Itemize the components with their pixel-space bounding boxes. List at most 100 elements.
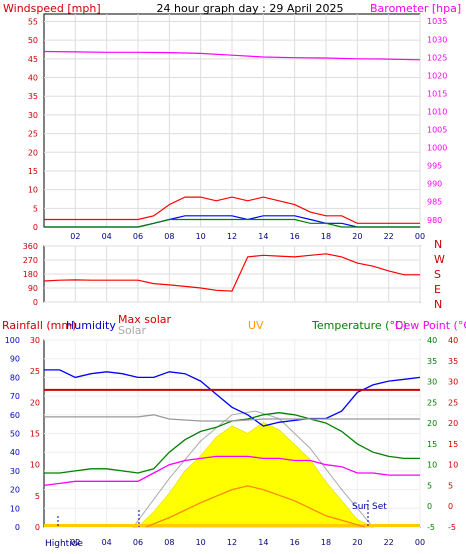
temp-x-tick: 14 [258, 538, 268, 547]
temperature-tick: 15 [427, 440, 437, 449]
temperature-axis-label: Temperature (°C) [311, 319, 407, 332]
temperature-tick-labels: -5 0 5 10 15 20 25 30 35 40 [427, 336, 437, 532]
compass-label: S [434, 268, 441, 281]
windspeed-tick: 5 [33, 204, 38, 213]
direction-tick: 0 [33, 298, 38, 307]
wind-x-tick: 02 [70, 232, 80, 241]
rainfall-tick: 30 [30, 336, 40, 345]
wind-x-tick: 16 [290, 232, 300, 241]
barometer-tick: 1000 [427, 144, 447, 153]
barometer-tick: 990 [427, 180, 442, 189]
series-humidity [44, 369, 421, 427]
dew-point-axis-label: Dew Point (°C) [395, 319, 466, 332]
humidity-tick: 100 [5, 336, 20, 345]
temperature-tick: 35 [427, 357, 437, 366]
humidity-tick: 40 [10, 448, 20, 457]
humidity-tick: 0 [15, 523, 20, 532]
uv-label: UV [248, 319, 264, 332]
temp-x-tick: 20 [352, 538, 362, 547]
humidity-tick-labels: 0 10 20 30 40 50 60 70 80 90 100 [5, 336, 20, 532]
windspeed-tick: 30 [28, 111, 38, 120]
compass-label: N [434, 298, 442, 311]
barometer-tick: 1010 [427, 107, 447, 116]
rainfall-tick: 5 [35, 492, 40, 501]
windspeed-axis-label: Windspeed [mph] [3, 2, 101, 15]
barometer-tick: 1015 [427, 89, 447, 98]
wind-baro-x-tick-labels: 02 04 06 08 10 12 14 16 18 20 22 00 [70, 232, 425, 241]
barometer-tick: 1020 [427, 71, 447, 80]
dew-point-tick: 0 [448, 502, 453, 511]
windspeed-tick: 45 [28, 55, 38, 64]
dew-point-tick-labels: -5 0 5 10 15 20 25 30 35 40 [448, 336, 458, 532]
solar-label: Solar [118, 324, 147, 337]
chart-title: 24 hour graph day : 29 April 2025 [157, 2, 344, 15]
wind-x-tick: 18 [321, 232, 331, 241]
series-gust [44, 196, 420, 224]
barometer-tick: 985 [427, 198, 442, 207]
dew-point-tick: 35 [448, 357, 458, 366]
barometer-tick: 1035 [427, 17, 447, 26]
temperature-tick: 5 [427, 481, 432, 490]
temp-x-tick: 02 [70, 538, 80, 547]
dew-point-tick: -5 [448, 523, 456, 532]
series-solar_line [44, 414, 420, 422]
series-wind [44, 218, 420, 228]
humidity-tick: 10 [10, 504, 20, 513]
solar-fill [137, 421, 374, 528]
temperature-tick: 25 [427, 398, 437, 407]
wind-x-tick: 08 [164, 232, 174, 241]
temp-x-tick: 10 [196, 538, 206, 547]
windspeed-tick: 10 [28, 186, 38, 195]
series-baro [43, 50, 421, 61]
windspeed-tick: 25 [28, 130, 38, 139]
rainfall-tick: 0 [35, 523, 40, 532]
temp-x-tick: 00 [415, 538, 425, 547]
temp-x-tick: 04 [102, 538, 112, 547]
dew-point-tick: 10 [448, 461, 458, 470]
humidity-tick: 50 [10, 430, 20, 439]
temp-hum-solar-panel: Rainfall (mm) Humidity Max solar Solar U… [2, 313, 466, 549]
dew-point-tick: 5 [448, 481, 453, 490]
windspeed-tick: 20 [28, 148, 38, 157]
dew-point-tick: 20 [448, 419, 458, 428]
temp-x-tick: 22 [384, 538, 394, 547]
wind-x-tick: 20 [352, 232, 362, 241]
temperature-tick: 30 [427, 378, 437, 387]
direction-tick: 270 [23, 256, 38, 265]
humidity-tick: 60 [10, 411, 20, 420]
rainfall-tick-labels: 0 5 10 15 20 25 30 [30, 336, 40, 532]
windspeed-tick: 0 [33, 223, 38, 232]
direction-tick: 180 [23, 270, 38, 279]
series-dew_point [43, 455, 420, 487]
temp-x-tick: 08 [164, 538, 174, 547]
humidity-tick: 30 [10, 467, 20, 476]
hightide-label: Hightide [45, 539, 83, 549]
series-uv [145, 485, 366, 528]
compass-label: N [434, 238, 442, 251]
wind-baro-panel: 24 hour graph day : 29 April 2025 Windsp… [3, 2, 461, 241]
temp-x-tick: 12 [227, 538, 237, 547]
wind-direction-tick-labels: 0 90 180 270 360 [23, 242, 38, 307]
humidity-tick: 20 [10, 486, 20, 495]
dew-point-tick: 30 [448, 378, 458, 387]
compass-label: E [434, 283, 441, 296]
temperature-tick: 0 [427, 502, 432, 511]
humidity-tick: 90 [10, 355, 20, 364]
wind-direction-grid [44, 245, 421, 303]
dew-point-tick: 40 [448, 336, 458, 345]
max-solar-label: Max solar [118, 313, 171, 326]
humidity-axis-label: Humidity [66, 319, 116, 332]
windspeed-tick: 55 [28, 17, 38, 26]
windspeed-tick: 50 [28, 36, 38, 45]
direction-tick: 360 [23, 242, 38, 251]
windspeed-tick-labels: 0 5 10 15 20 25 30 35 40 45 50 55 [28, 17, 38, 232]
temperature-tick: 20 [427, 419, 437, 428]
series-direction [43, 253, 420, 292]
dew-point-tick: 15 [448, 440, 458, 449]
wind-x-tick: 06 [133, 232, 143, 241]
wind-x-tick: 22 [384, 232, 394, 241]
temp-hum-x-tick-labels: 02 04 06 08 10 12 14 16 18 20 22 00 [70, 538, 425, 547]
barometer-tick-labels: 980 985 990 995 1000 1005 1010 1015 1020 1025 1030… [427, 17, 447, 225]
